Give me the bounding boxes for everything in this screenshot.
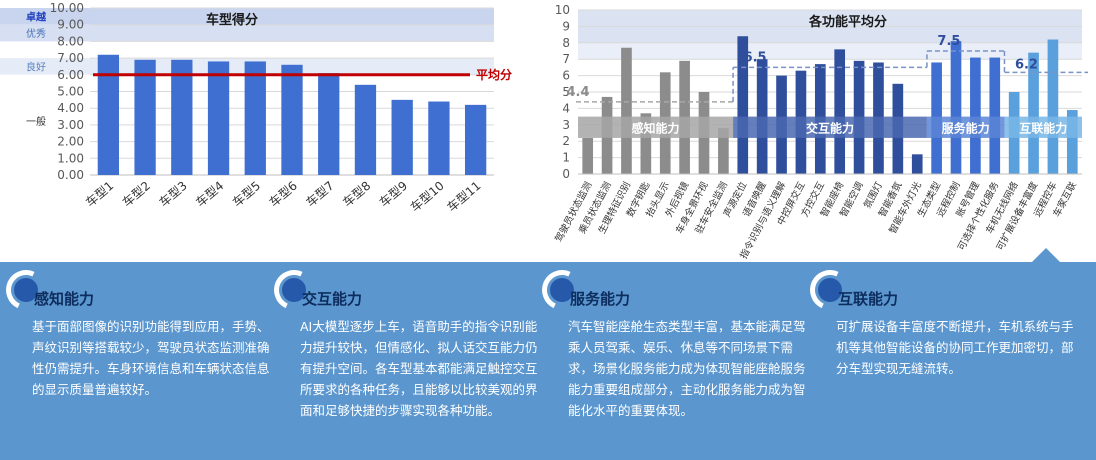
bar	[621, 47, 632, 174]
bar	[737, 36, 749, 174]
y-tick-label: 3	[562, 118, 570, 132]
card-text: 可扩展设备丰富度不断提升，车机系统与手机等其他智能设备的协同工作更加密切，部分车…	[836, 319, 1074, 376]
bar	[244, 61, 266, 175]
ring-icon-fill	[550, 278, 574, 302]
bar	[207, 61, 230, 175]
y-tick-label: 0	[562, 167, 570, 181]
y-tick-label: 1.00	[57, 151, 84, 165]
group-average-label: 7.5	[937, 34, 960, 49]
y-tick-label: 4.00	[57, 101, 84, 115]
band-label: 卓越	[26, 10, 47, 23]
bar	[281, 64, 303, 175]
y-tick-label: 1	[562, 151, 570, 165]
bar	[970, 57, 981, 175]
ring-icon-fill	[818, 278, 842, 302]
card-text: 汽车智能座舱生态类型丰富，基本能满足驾乘人员驾乘、娱乐、休息等不同场景下需求，场…	[568, 319, 806, 418]
bar	[391, 99, 413, 175]
chart-title: 各功能平均分	[808, 14, 887, 30]
y-tick-label: 9.00	[57, 18, 84, 32]
summary-panel	[0, 262, 1096, 460]
x-tick-label: 车型11	[444, 178, 484, 215]
y-tick-label: 3.00	[57, 118, 84, 132]
bar	[1028, 52, 1039, 174]
score-band	[578, 42, 1082, 60]
x-tick-label: 车型8	[340, 178, 374, 210]
bar	[97, 54, 120, 176]
y-tick-label: 2	[562, 134, 570, 148]
group-label: 感知能力	[632, 120, 680, 135]
y-tick-label: 7.00	[57, 51, 84, 65]
bar	[834, 49, 846, 174]
bar	[318, 73, 340, 175]
group-average-label: 6.5	[744, 50, 767, 65]
x-tick-label: 车型5	[229, 178, 263, 210]
group-band	[578, 116, 734, 138]
x-tick-label: 车型1	[82, 178, 116, 210]
y-tick-label: 7	[562, 52, 570, 66]
y-tick-label: 10	[555, 3, 570, 17]
card-title: 感知能力	[34, 290, 95, 308]
bar	[1047, 39, 1059, 174]
group-average-label: 6.2	[1015, 57, 1038, 72]
x-tick-label: 车型7	[303, 178, 337, 210]
bar	[911, 154, 923, 174]
bar	[171, 59, 193, 175]
x-tick-label: 车型3	[156, 178, 190, 210]
average-label: 平均分	[476, 67, 512, 82]
bar	[640, 113, 652, 174]
band-label: 良好	[26, 60, 46, 73]
group-band	[926, 116, 1005, 138]
y-tick-label: 5.00	[57, 85, 84, 99]
group-label: 服务能力	[942, 120, 990, 135]
card-text: 基于面部图像的识别功能得到应用，手势、声纹识别等搭载较少，驾驶员状态监测准确性仍…	[32, 319, 270, 397]
y-tick-label: 9	[562, 19, 570, 33]
group-average-label: 4.4	[566, 85, 589, 100]
group-label: 互联能力	[1019, 120, 1067, 135]
y-tick-label: 6.00	[57, 68, 84, 82]
bar	[950, 41, 962, 174]
y-tick-label: 0.00	[57, 168, 84, 182]
bar	[354, 84, 377, 175]
bar	[718, 128, 729, 174]
y-tick-label: 10.00	[50, 1, 84, 15]
y-tick-label: 2.00	[57, 135, 84, 149]
panel-pointer	[1032, 248, 1060, 262]
ring-icon-fill	[14, 278, 38, 302]
y-tick-label: 5	[562, 85, 570, 99]
y-tick-label: 8.00	[57, 34, 84, 48]
y-tick-label: 8	[562, 36, 570, 50]
group-band	[1004, 116, 1082, 138]
band-label: 一般	[26, 115, 46, 128]
x-tick-label: 车型4	[193, 178, 227, 210]
score-band	[0, 8, 494, 25]
ring-icon-fill	[282, 278, 306, 302]
card-title: 交互能力	[302, 290, 363, 308]
chart-title: 车型得分	[206, 12, 258, 28]
bar	[582, 137, 594, 174]
card-title: 互联能力	[838, 290, 899, 308]
bar	[1066, 110, 1078, 174]
bar	[989, 57, 1001, 175]
band-label: 优秀	[26, 27, 46, 40]
card-title: 服务能力	[570, 290, 631, 308]
group-band	[733, 116, 927, 138]
bar	[464, 104, 487, 175]
y-tick-label: 4	[562, 101, 570, 115]
group-label: 交互能力	[806, 120, 854, 135]
card-text: AI大模型逐步上车，语音助手的指令识别能力提升较快，但情感化、拟人话交互能力仍有…	[300, 319, 538, 418]
score-band	[0, 24, 494, 42]
x-tick-label: 车型9	[376, 178, 410, 210]
x-tick-label: 车型10	[407, 178, 447, 215]
bar	[428, 101, 450, 175]
x-tick-label: 车型6	[266, 178, 300, 210]
bar	[134, 59, 156, 175]
y-tick-label: 6	[562, 69, 570, 83]
x-tick-label: 车型2	[119, 178, 153, 210]
